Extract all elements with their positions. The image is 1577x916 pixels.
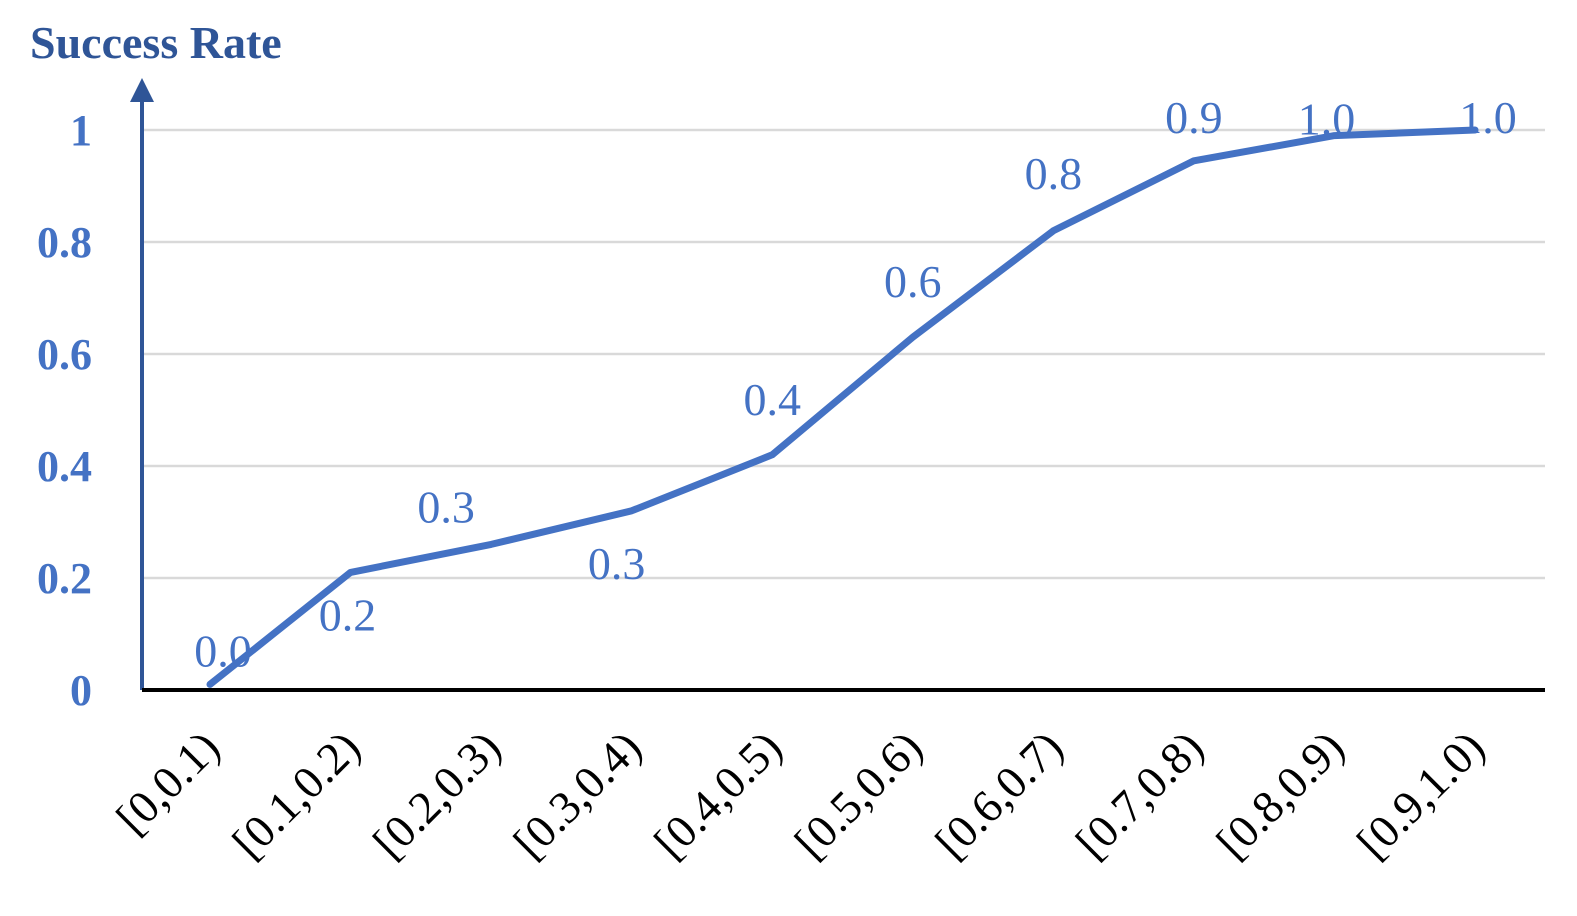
data-label: 0.9 [1165, 92, 1223, 143]
data-label: 0.2 [319, 589, 377, 640]
x-tick-label: [0.6,0.7) [925, 721, 1072, 868]
x-tick-label: [0.1,0.2) [222, 721, 369, 868]
gridlines [142, 128, 1545, 580]
x-tick-label: [0.5,0.6) [785, 721, 932, 868]
axes [130, 78, 1545, 692]
x-tick-label: [0.4,0.5) [644, 721, 791, 868]
x-tick-label: [0.9,1.0) [1347, 721, 1494, 868]
data-label: 0.4 [743, 374, 801, 425]
y-tick-label: 1 [70, 106, 92, 155]
series-line [206, 126, 1479, 688]
data-label: 0.3 [588, 538, 646, 589]
data-label: 0.8 [1025, 148, 1083, 199]
x-tick-label: [0.7,0.8) [1066, 721, 1213, 868]
x-tick-label: [0.8,0.9) [1206, 721, 1353, 868]
x-tick-label: [0.3,0.4) [504, 721, 651, 868]
y-tick-label: 0.6 [37, 330, 92, 379]
x-tick-label: [0,0.1) [106, 721, 229, 844]
x-tick-label: [0.2,0.3) [363, 721, 510, 868]
data-labels: 0.0 0.2 0.3 0.3 0.4 0.6 0.8 0.9 1.0 1.0 [194, 92, 1517, 677]
y-tick-label: 0 [70, 666, 92, 715]
data-label: 1.0 [1298, 94, 1356, 145]
y-axis-arrow [130, 78, 154, 102]
y-axis-title: Success Rate [30, 17, 282, 68]
y-tick-label: 0.8 [37, 218, 92, 267]
y-tick-label: 0.4 [37, 442, 92, 491]
y-tick-label: 0.2 [37, 554, 92, 603]
y-tick-labels: 0 0.2 0.4 0.6 0.8 1 [37, 106, 92, 715]
data-label: 1.0 [1459, 92, 1517, 143]
x-tick-labels: [0,0.1)[0.1,0.2)[0.2,0.3)[0.3,0.4)[0.4,0… [106, 721, 1494, 868]
data-label: 0.6 [884, 256, 942, 307]
series-line-group [206, 126, 1479, 688]
data-label: 0.0 [194, 625, 252, 676]
data-label: 0.3 [417, 481, 475, 532]
